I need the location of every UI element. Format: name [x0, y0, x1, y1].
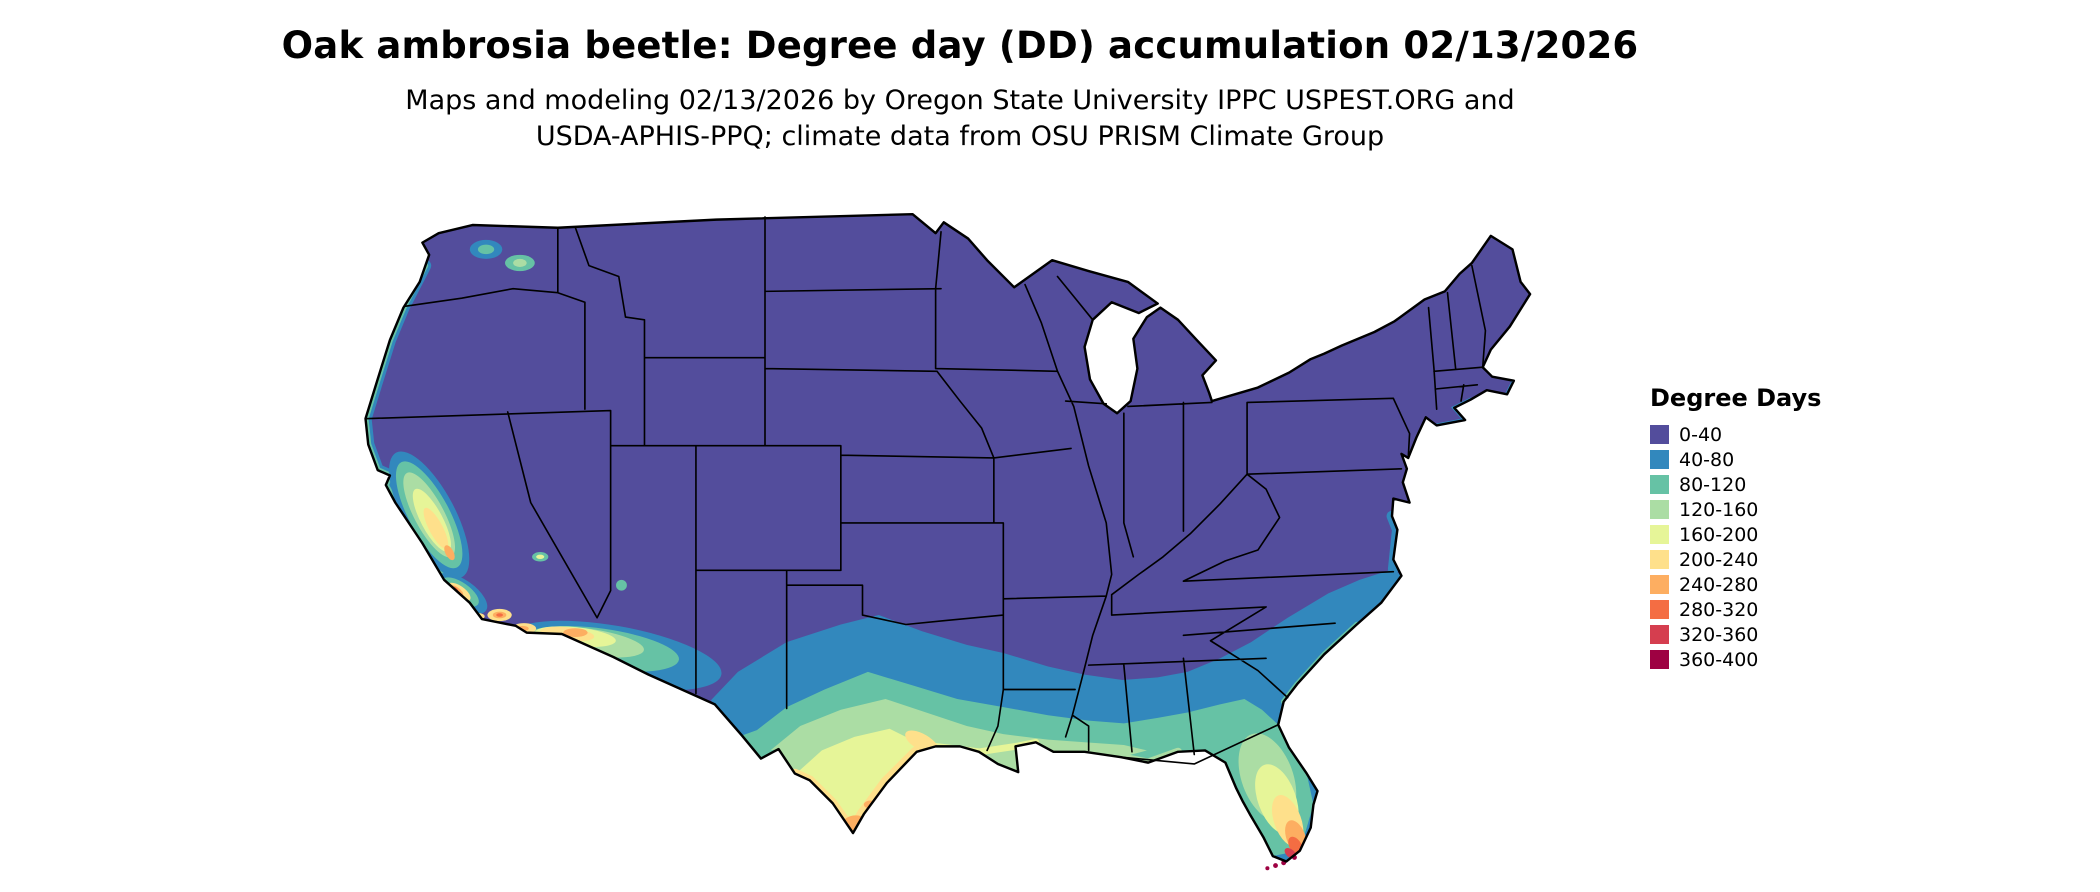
subtitle-line-2: USDA-APHIS-PPQ; climate data from OSU PR…	[535, 121, 1385, 152]
legend-item: 0-40	[1650, 422, 1821, 447]
legend-item: 80-120	[1650, 472, 1821, 497]
legend-swatch	[1650, 575, 1669, 594]
legend-item: 240-280	[1650, 572, 1821, 597]
raster-layers	[365, 214, 1531, 862]
legend-swatch	[1650, 425, 1669, 444]
state-borders	[364, 216, 1487, 765]
region-st-george-80-120	[616, 579, 627, 591]
legend-item: 160-200	[1650, 522, 1821, 547]
us-degree-day-map	[364, 212, 1532, 871]
region-vegas-160-200	[536, 554, 545, 559]
subtitle: Maps and modeling 02/13/2026 by Oregon S…	[0, 83, 1920, 155]
legend-item-label: 320-360	[1679, 623, 1759, 646]
legend-item-label: 360-400	[1679, 648, 1759, 671]
legend-item-label: 200-240	[1679, 548, 1759, 571]
legend-swatch	[1650, 600, 1669, 619]
legend-item: 40-80	[1650, 447, 1821, 472]
legend-item: 320-360	[1650, 622, 1821, 647]
legend-item: 360-400	[1650, 647, 1821, 672]
region-puget-80-120	[477, 244, 495, 255]
legend-swatch	[1650, 450, 1669, 469]
region-base-0-40	[365, 214, 1531, 862]
legend-swatch	[1650, 550, 1669, 569]
region-ca-valley-240-280	[444, 545, 455, 561]
page-title: Oak ambrosia beetle: Degree day (DD) acc…	[281, 24, 1639, 67]
legend-swatch	[1650, 475, 1669, 494]
legend: Degree Days 0-40 40-80 80-120 120-160 160-20…	[1650, 384, 1821, 672]
region-phoenix-240-280	[563, 628, 588, 637]
legend-item-label: 280-320	[1679, 598, 1759, 621]
region-imperial-280-320	[496, 613, 503, 617]
legend-swatch	[1650, 650, 1669, 669]
legend-swatch	[1650, 525, 1669, 544]
legend-swatch	[1650, 500, 1669, 519]
region-ca-valley-200-240	[423, 507, 449, 549]
subtitle-line-1: Maps and modeling 02/13/2026 by Oregon S…	[405, 85, 1515, 116]
legend-item-label: 40-80	[1679, 448, 1735, 471]
legend-title: Degree Days	[1650, 384, 1822, 412]
legend-item-label: 240-280	[1679, 573, 1759, 596]
region-columbia-basin-120-160	[513, 258, 527, 267]
map-header: Oak ambrosia beetle: Degree day (DD) acc…	[0, 24, 1920, 155]
legend-item-label: 80-120	[1679, 473, 1747, 496]
region-keys-360-400	[1273, 863, 1278, 868]
region-south-40-80	[710, 568, 1402, 862]
legend-item: 280-320	[1650, 597, 1821, 622]
legend-items: 0-40 40-80 80-120 120-160 160-200 200-240 240-…	[1650, 422, 1821, 672]
map-container	[310, 168, 1610, 886]
us-outline	[364, 212, 1532, 863]
legend-item: 120-160	[1650, 497, 1821, 522]
legend-item-label: 0-40	[1679, 423, 1723, 446]
legend-swatch	[1650, 625, 1669, 644]
region-keys-360-400	[1265, 866, 1270, 871]
legend-item-label: 160-200	[1679, 523, 1759, 546]
legend-item-label: 120-160	[1679, 498, 1759, 521]
region-tx-160-200	[794, 728, 917, 834]
legend-item: 200-240	[1650, 547, 1821, 572]
